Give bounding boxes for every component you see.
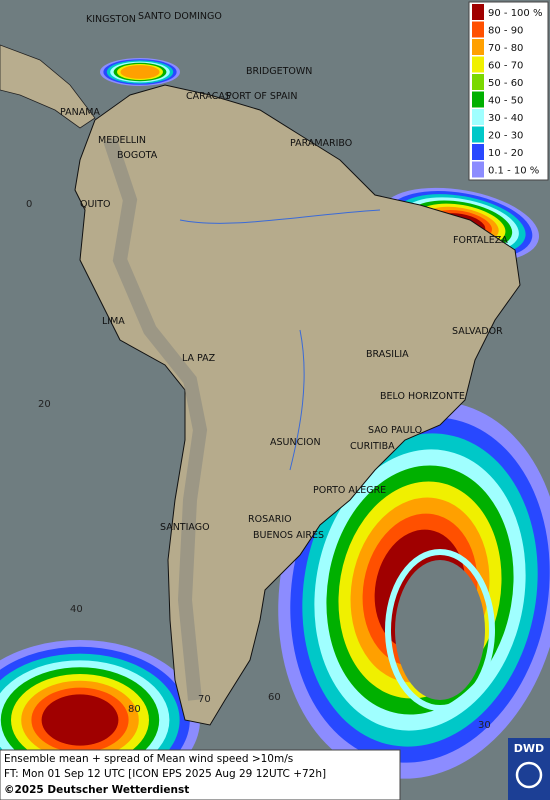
logo-box <box>508 738 550 800</box>
city-label: PORT OF SPAIN <box>226 91 297 102</box>
andes <box>103 137 208 701</box>
legend-label: 20 - 30 <box>488 131 523 142</box>
city-label: LIMA <box>102 316 125 327</box>
city-label: PORTO ALEGRE <box>313 485 386 496</box>
footer-line: Ensemble mean + spread of Mean wind spee… <box>4 753 293 765</box>
legend-label: 50 - 60 <box>488 78 523 89</box>
legend-label: 70 - 80 <box>488 43 523 54</box>
footer-box <box>0 749 401 800</box>
grid-label: 80 <box>128 704 141 715</box>
legend-swatch <box>472 56 484 73</box>
footer-line: FT: Mon 01 Sep 12 UTC [ICON EPS 2025 Aug… <box>4 768 326 780</box>
footer-line: ©2025 Deutscher Wetterdienst <box>4 784 189 796</box>
city-label: BOGOTA <box>117 150 158 161</box>
city-label: SAO PAULO <box>368 425 422 436</box>
city-label: LA PAZ <box>182 353 216 364</box>
grid-label: 40 <box>70 604 83 615</box>
legend-label: 30 - 40 <box>488 113 523 124</box>
legend-label: 60 - 70 <box>488 61 523 72</box>
city-label: PANAMA <box>60 107 100 118</box>
legend-label: 40 - 50 <box>488 96 523 107</box>
legend-swatch <box>472 74 484 90</box>
city-label: BRASILIA <box>366 349 409 360</box>
city-label: SANTIAGO <box>160 522 210 533</box>
legend-label: 90 - 100 % <box>488 8 542 19</box>
city-label: PARAMARIBO <box>290 138 352 149</box>
city-label: CARACAS <box>186 91 231 102</box>
legend-swatch <box>472 4 484 20</box>
legend-swatch <box>472 126 484 143</box>
city-label: ROSARIO <box>248 514 292 525</box>
low-area <box>395 560 485 700</box>
low-area-ring <box>385 549 495 711</box>
probability-area <box>41 694 119 746</box>
grid-label: 70 <box>198 694 211 705</box>
grid-label: 30 <box>478 720 491 731</box>
legend-swatch <box>472 161 484 178</box>
city-label: CURITIBA <box>350 441 395 452</box>
logo-text: DWD <box>514 742 544 755</box>
city-label: BUENOS AIRES <box>253 530 324 541</box>
legend-swatch <box>472 144 484 160</box>
city-label: BELO HORIZONTE <box>380 391 465 402</box>
legend-label: 10 - 20 <box>488 148 523 159</box>
legend-label: 80 - 90 <box>488 26 523 37</box>
city-label: MEDELLIN <box>98 135 146 146</box>
rivers <box>179 209 381 471</box>
legend-swatch <box>472 109 484 125</box>
city-label: BRIDGETOWN <box>246 66 312 77</box>
grid-label: 60 <box>268 692 281 703</box>
legend-swatch <box>472 21 484 38</box>
central-america <box>0 44 96 129</box>
legend-swatch <box>472 39 484 55</box>
grid-label: 0 <box>26 199 32 210</box>
city-label: SALVADOR <box>452 326 503 337</box>
grid-label: 20 <box>38 399 51 410</box>
city-label: FORTALEZA <box>453 235 508 246</box>
legend-swatch <box>472 91 484 108</box>
city-label: KINGSTON <box>86 14 136 25</box>
city-label: ASUNCION <box>270 437 321 448</box>
city-label: QUITO <box>80 199 111 210</box>
probability-area <box>120 65 160 79</box>
logo-swirl <box>515 761 543 789</box>
city-label: SANTO DOMINGO <box>138 11 222 22</box>
legend-label: 0.1 - 10 % <box>488 166 539 177</box>
